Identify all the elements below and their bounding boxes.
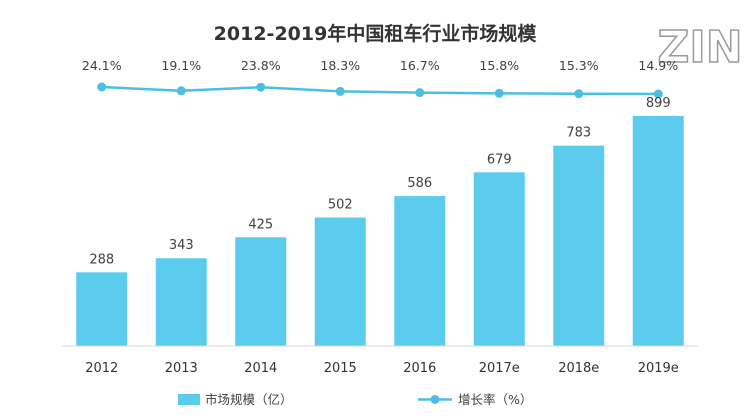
market-size-series: 288 343 425 502 586 679 783 899 (76, 96, 684, 346)
growth-rate-label: 16.7% (400, 58, 440, 73)
brand-logo: ZIN (657, 22, 742, 73)
growth-rate-point (494, 88, 504, 98)
x-tick-label: 2014 (244, 361, 277, 376)
growth-rate-point (256, 82, 266, 92)
growth-rate-point (176, 86, 186, 96)
bar-2018e (553, 145, 605, 346)
growth-rate-point (415, 88, 425, 98)
x-tick-label: 2019e (638, 361, 679, 376)
legend-line-label: 增长率（%） (458, 392, 532, 407)
x-tick-label: 2018e (558, 361, 599, 376)
legend: 市场规模（亿） 增长率（%） (178, 392, 532, 407)
bar-value-label: 288 (89, 252, 114, 267)
legend-line-marker (430, 395, 440, 404)
bar-2016 (394, 196, 446, 346)
bar-value-label: 783 (566, 126, 591, 141)
legend-bar-label: 市场规模（亿） (205, 392, 293, 407)
growth-rate-label: 14.9% (638, 58, 678, 73)
growth-rate-point (653, 89, 663, 99)
bar-2013 (155, 258, 207, 346)
growth-rate-point (97, 82, 107, 92)
growth-rate-label: 15.8% (479, 58, 519, 73)
bar-value-label: 586 (407, 176, 432, 191)
growth-rate-series: 24.1% 19.1% 23.8% 18.3% 16.7% 15.8% 15.3% 14.9% (82, 58, 678, 99)
x-tick-label: 2013 (165, 361, 198, 376)
x-tick-label: 2015 (324, 361, 357, 376)
growth-rate-line (101, 85, 659, 96)
bar-value-label: 502 (328, 198, 353, 213)
legend-bar-swatch (178, 394, 200, 405)
x-tick-label: 2012 (85, 361, 118, 376)
growth-rate-point (574, 89, 584, 99)
bar-value-label: 425 (248, 217, 273, 232)
growth-rate-label: 18.3% (320, 58, 360, 73)
growth-rate-label: 19.1% (161, 58, 201, 73)
x-tick-label: 2016 (403, 361, 436, 376)
bar-2019e (632, 116, 684, 346)
bar-value-label: 343 (169, 238, 194, 253)
bar-2017e (473, 172, 525, 346)
bar-2014 (235, 237, 287, 346)
bar-2015 (314, 217, 366, 346)
x-axis-ticks: 2012 2013 2014 2015 2016 2017e 2018e 2019e (85, 361, 679, 376)
bar-2012 (76, 272, 128, 346)
bar-value-label: 899 (646, 96, 671, 111)
growth-rate-label: 23.8% (241, 58, 281, 73)
chart-title: 2012-2019年中国租车行业市场规模 (214, 22, 538, 45)
x-tick-label: 2017e (479, 361, 520, 376)
growth-rate-point (335, 86, 345, 96)
growth-rate-label: 24.1% (82, 58, 122, 73)
bar-value-label: 679 (487, 152, 512, 167)
growth-rate-label: 15.3% (559, 58, 599, 73)
